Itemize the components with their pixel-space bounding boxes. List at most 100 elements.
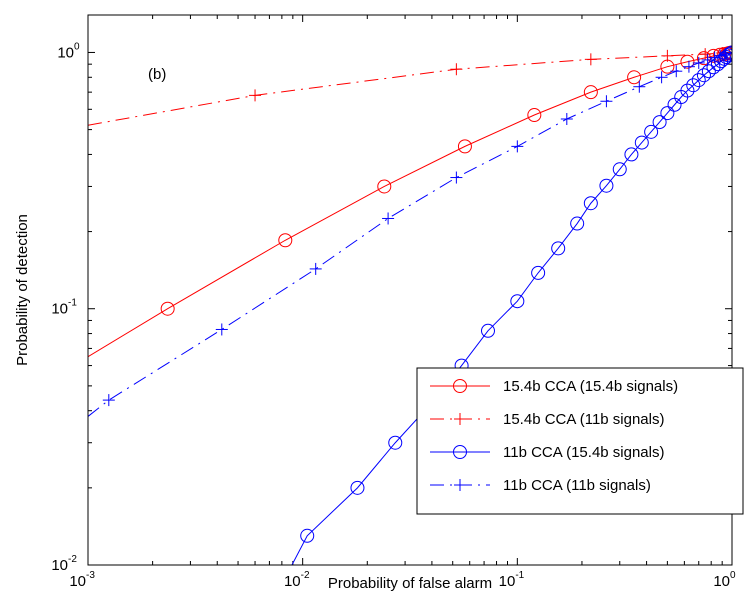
svg-text:10: 10 [51, 301, 68, 318]
legend-item: 15.4b CCA (15.4b signals) [430, 378, 678, 395]
data-point [527, 108, 542, 123]
data-point [560, 112, 573, 125]
data-point [670, 65, 683, 78]
data-point [215, 323, 228, 336]
legend-item: 11b CCA (11b signals) [430, 477, 651, 494]
legend-box [416, 367, 744, 515]
data-point [723, 46, 732, 61]
x-tick-label: 10 0 [713, 570, 736, 590]
data-point [634, 135, 649, 150]
svg-text:10: 10 [499, 573, 516, 590]
data-point [612, 162, 627, 177]
svg-text:0: 0 [730, 570, 736, 581]
data-point [309, 262, 322, 275]
data-point [583, 196, 598, 211]
data-point [599, 178, 614, 193]
svg-text:10: 10 [69, 573, 86, 590]
data-point [510, 294, 525, 309]
data-point [719, 48, 732, 61]
data-point [691, 73, 706, 88]
data-point [692, 56, 705, 69]
svg-text:10: 10 [51, 557, 68, 574]
data-point [450, 63, 463, 76]
series-3 [291, 45, 732, 565]
data-point [627, 70, 642, 85]
data-point [714, 49, 727, 62]
data-point [160, 301, 175, 316]
legend-label: 11b CCA (15.4b signals) [503, 444, 664, 461]
data-point [680, 54, 695, 69]
legend-marker [453, 379, 467, 393]
data-point [249, 89, 262, 102]
data-point [570, 216, 585, 231]
data-point [660, 106, 675, 121]
data-point [696, 68, 711, 83]
data-point [531, 265, 546, 280]
data-point [600, 95, 613, 108]
data-point [457, 139, 472, 154]
legend-item: 15.4b CCA (11b signals) [430, 411, 664, 428]
x-tick-label: 10 -3 [69, 570, 95, 590]
data-point [686, 78, 701, 93]
legend-label: 15.4b CCA (15.4b signals) [503, 378, 678, 395]
svg-text:-1: -1 [68, 298, 77, 309]
data-point [583, 85, 598, 100]
data-point [388, 435, 403, 450]
data-point [708, 51, 721, 64]
legend-label: 15.4b CCA (11b signals) [503, 411, 664, 428]
y-tick-label: 10 -1 [51, 298, 77, 318]
x-tick-labels: 10 -3 10 -2 10 -1 10 0 [69, 570, 736, 590]
data-point [382, 212, 395, 225]
data-point [652, 115, 667, 130]
series-2 [88, 47, 732, 126]
svg-text:-2: -2 [68, 554, 77, 565]
minor-ticks [88, 15, 732, 565]
data-point [511, 140, 524, 153]
data-point [633, 80, 646, 93]
y-axis-label: Probability of detection [14, 214, 31, 366]
y-tick-label: 10 -2 [51, 554, 77, 574]
svg-text:0: 0 [74, 41, 80, 52]
data-point [699, 48, 712, 61]
data-point [701, 64, 716, 79]
data-point [584, 53, 597, 66]
data-point [696, 51, 711, 66]
plot-frame [87, 14, 733, 566]
x-tick-label: 10 -1 [499, 570, 525, 590]
svg-text:-1: -1 [515, 570, 524, 581]
data-point [680, 83, 695, 98]
legend-marker [454, 479, 466, 491]
data-point [102, 394, 115, 407]
svg-text:-3: -3 [86, 570, 95, 581]
svg-text:-2: -2 [301, 570, 310, 581]
annotation-label: (b) [148, 66, 166, 83]
legend-marker [454, 413, 466, 425]
data-point [278, 233, 293, 248]
x-tick-label: 10 -2 [284, 570, 310, 590]
data-point [480, 323, 495, 338]
svg-text:10: 10 [284, 573, 301, 590]
y-tick-label: 10 0 [57, 41, 80, 61]
svg-text:10: 10 [57, 44, 74, 61]
series-layer [88, 45, 732, 565]
legend: 15.4b CCA (15.4b signals) 15.4b CCA (11b … [416, 367, 744, 515]
svg-text:10: 10 [713, 573, 730, 590]
data-point [644, 124, 659, 139]
data-point [701, 53, 714, 66]
data-point [661, 49, 674, 62]
data-point [682, 60, 695, 73]
x-axis-label: Probability of false alarm [328, 575, 492, 592]
data-point [655, 71, 668, 84]
data-point [350, 480, 365, 495]
series-4 [88, 48, 732, 417]
data-point [450, 171, 463, 184]
data-point [300, 528, 315, 543]
data-point [551, 241, 566, 256]
legend-marker [453, 445, 467, 459]
legend-label: 11b CCA (11b signals) [503, 477, 651, 494]
data-point [377, 179, 392, 194]
data-point [624, 147, 639, 162]
legend-item: 11b CCA (15.4b signals) [430, 444, 664, 461]
